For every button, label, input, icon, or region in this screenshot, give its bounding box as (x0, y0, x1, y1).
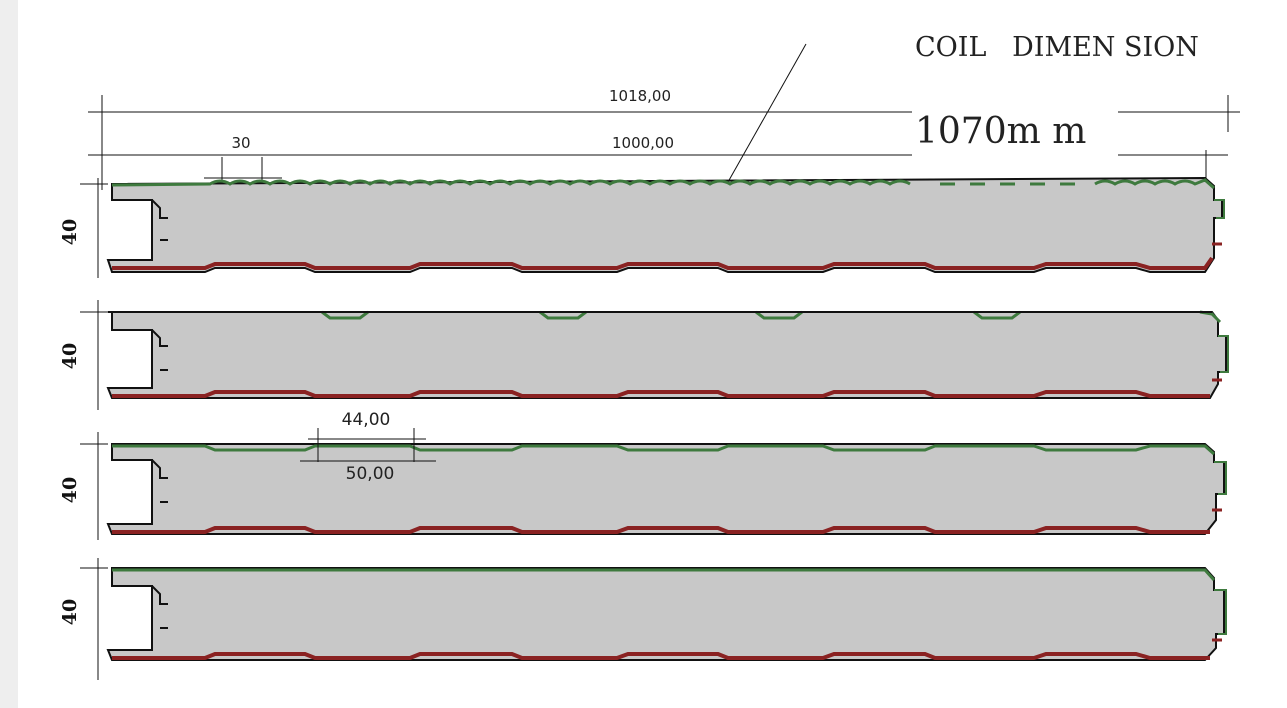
right-joint (1214, 461, 1227, 495)
thickness-label: 40 (59, 343, 81, 369)
left-joint (151, 459, 168, 503)
top-skin (112, 444, 1215, 456)
rib-bottom-label: 50,00 (346, 464, 395, 484)
left-joint (151, 329, 168, 371)
right-joint (1214, 589, 1227, 635)
coil-note-title: COIL DIMEN SION (915, 32, 1199, 63)
thickness-label: 40 (59, 599, 81, 625)
thickness-label: 40 (59, 477, 81, 503)
panel-core (106, 443, 1225, 535)
top-skin (112, 568, 1216, 582)
top-skin (321, 310, 1222, 324)
rib-dimension: 44,00 50,00 (300, 410, 436, 484)
panel-3: 40 44,00 50,00 (59, 410, 1227, 540)
right-joint (1218, 335, 1229, 373)
pitch-label: 30 (231, 134, 250, 152)
bottom-skin (112, 652, 1210, 660)
bottom-skin (112, 256, 1214, 270)
coil-note-value: 1070m m (915, 111, 1086, 152)
panel-1: 40 (59, 176, 1225, 278)
coil-dimension-note: COIL DIMEN SION 1070m m (727, 32, 1199, 183)
rib-top-label: 44,00 (342, 410, 391, 430)
right-joint (1214, 199, 1225, 219)
panel-4: 40 (59, 558, 1227, 680)
bottom-skin (112, 390, 1210, 398)
bottom-skin (112, 526, 1210, 534)
top-skin (111, 178, 1215, 190)
effective-width-label: 1000,00 (612, 134, 674, 152)
left-joint (151, 585, 168, 629)
leader-line (727, 43, 807, 183)
left-margin-shade (0, 0, 18, 708)
overall-width-label: 1018,00 (609, 87, 671, 105)
left-joint (151, 199, 168, 241)
panel-core (106, 176, 1223, 273)
panel-core (106, 311, 1227, 399)
thickness-label: 40 (59, 219, 81, 245)
panel-2: 40 (59, 300, 1229, 410)
panel-core (106, 567, 1225, 661)
